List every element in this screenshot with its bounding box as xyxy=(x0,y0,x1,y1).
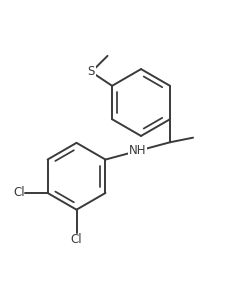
Text: Cl: Cl xyxy=(13,186,25,200)
Text: Cl: Cl xyxy=(71,233,82,246)
Text: S: S xyxy=(88,65,95,79)
Text: NH: NH xyxy=(129,144,147,158)
